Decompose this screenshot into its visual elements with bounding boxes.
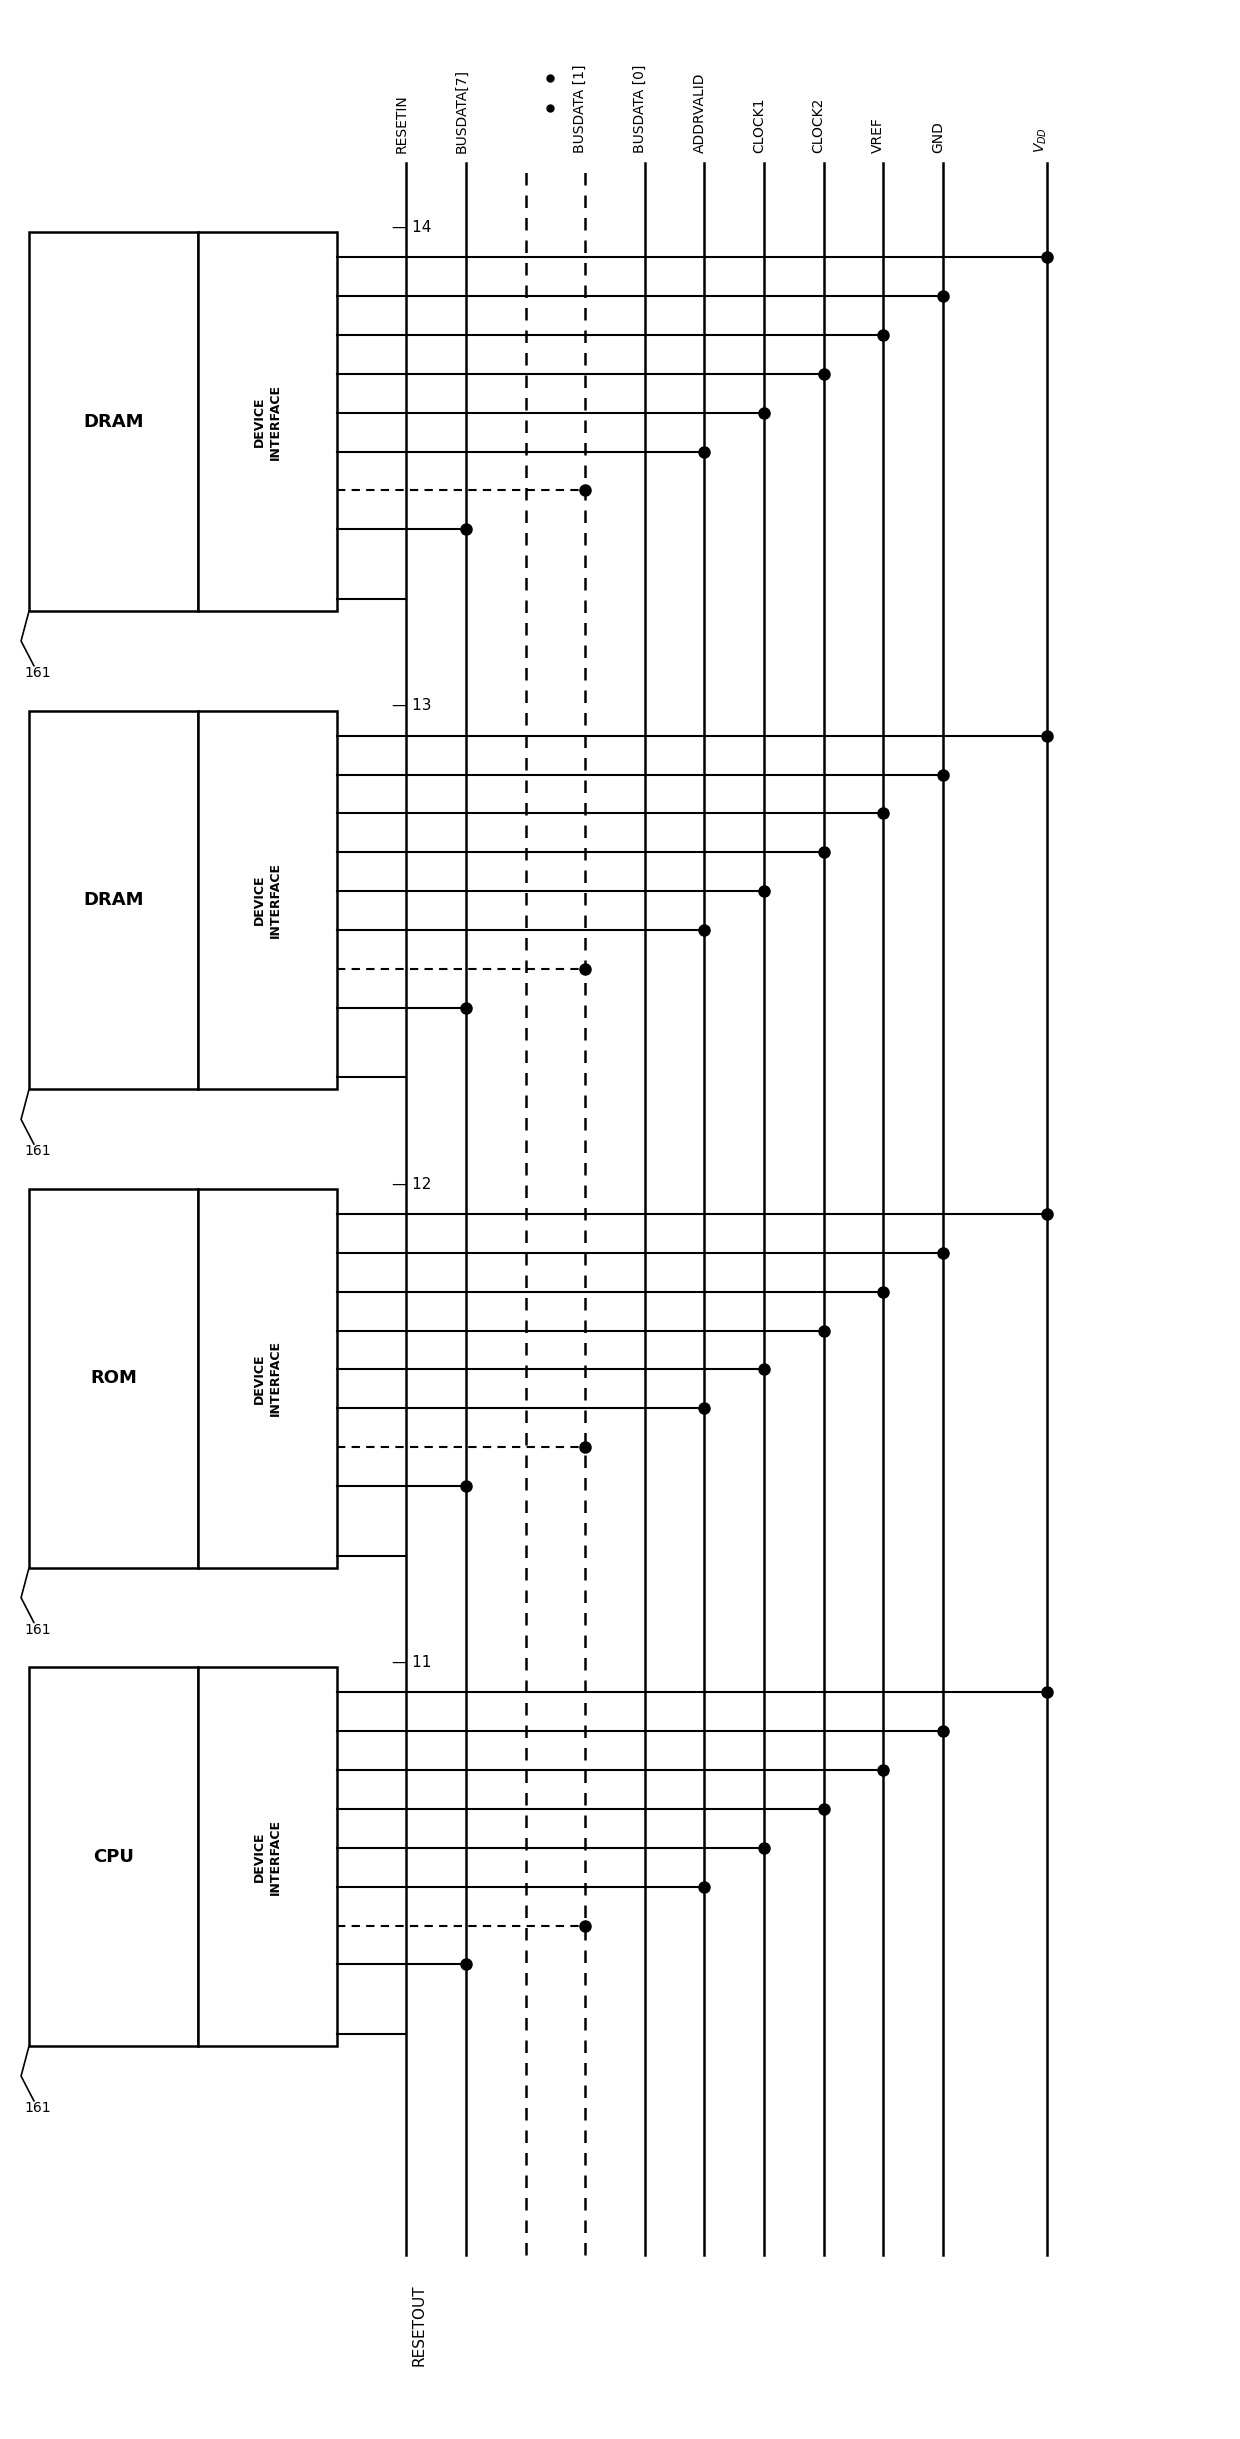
Text: BUSDATA[7]: BUSDATA[7] [454, 68, 467, 154]
Text: 161: 161 [24, 1144, 51, 1159]
Text: DRAM: DRAM [83, 890, 144, 910]
Text: VREF: VREF [872, 117, 885, 154]
Text: BUSDATA [1]: BUSDATA [1] [573, 63, 588, 154]
Text: 161: 161 [24, 666, 51, 680]
Text: ADDRVALID: ADDRVALID [692, 73, 707, 154]
Text: DEVICE
INTERFACE: DEVICE INTERFACE [253, 1341, 281, 1417]
Text: DRAM: DRAM [83, 412, 144, 432]
Text: GND: GND [931, 122, 945, 154]
Text: 161: 161 [24, 1622, 51, 1637]
Bar [198, 1668, 337, 2046]
Text: ROM: ROM [91, 1368, 136, 1388]
Text: 161: 161 [24, 2100, 51, 2115]
Text: — 11: — 11 [392, 1656, 432, 1671]
Text: DEVICE
INTERFACE: DEVICE INTERFACE [253, 861, 281, 939]
Text: RESETIN: RESETIN [394, 95, 408, 154]
Bar [198, 232, 337, 612]
Text: DEVICE
INTERFACE: DEVICE INTERFACE [253, 1819, 281, 1895]
Bar [29, 232, 198, 612]
Text: CLOCK2: CLOCK2 [812, 98, 826, 154]
Text: CLOCK1: CLOCK1 [751, 98, 766, 154]
Text: $V_{DD}$: $V_{DD}$ [1033, 127, 1049, 154]
Text: CPU: CPU [93, 1849, 134, 1866]
Text: BUSDATA [0]: BUSDATA [0] [632, 63, 647, 154]
Text: DEVICE
INTERFACE: DEVICE INTERFACE [253, 383, 281, 459]
Bar [198, 1190, 337, 1568]
Text: — 12: — 12 [392, 1176, 432, 1193]
Text: — 14: — 14 [392, 220, 432, 234]
Text: — 13: — 13 [392, 698, 432, 712]
Bar [29, 1190, 198, 1568]
Bar [198, 710, 337, 1090]
Bar [29, 710, 198, 1090]
Text: RESETOUT: RESETOUT [412, 2285, 427, 2366]
Bar [29, 1668, 198, 2046]
